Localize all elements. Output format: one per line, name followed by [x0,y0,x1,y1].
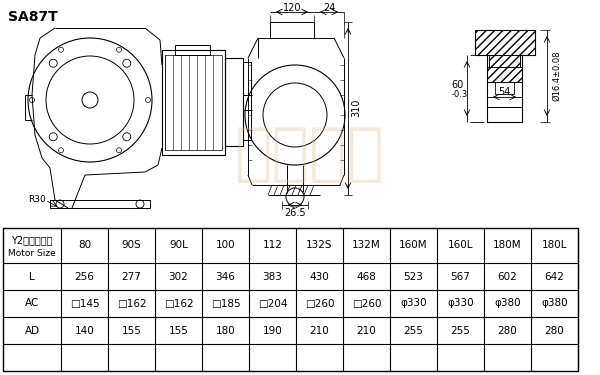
Text: 160L: 160L [448,240,473,250]
Text: φ330: φ330 [400,298,427,309]
Text: 256: 256 [74,272,94,282]
Text: 302: 302 [169,272,188,282]
Text: 60: 60 [451,81,463,90]
Bar [475,30,535,55]
Bar [3,228,578,371]
Text: Motor Size: Motor Size [8,249,56,258]
Text: 80: 80 [78,240,91,250]
Text: R30: R30 [28,195,46,204]
Text: □260: □260 [352,298,381,309]
Text: φ330: φ330 [447,298,474,309]
Text: AC: AC [25,298,39,309]
Bar [487,82,522,107]
Bar [489,55,520,67]
Text: Y2电机机座号: Y2电机机座号 [11,235,53,245]
Text: □185: □185 [211,298,241,309]
Bar [50,200,150,208]
Text: 602: 602 [497,272,517,282]
Text: 160M: 160M [399,240,428,250]
Bar [495,82,514,94]
Text: □162: □162 [116,298,146,309]
Text: 90L: 90L [169,240,188,250]
Text: 24: 24 [323,3,335,13]
Bar [165,55,222,150]
Text: 100: 100 [215,240,235,250]
Text: L: L [29,272,35,282]
Text: 140: 140 [74,326,94,336]
Text: □260: □260 [305,298,334,309]
Text: 567: 567 [451,272,470,282]
Text: 255: 255 [451,326,470,336]
Text: 280: 280 [545,326,565,336]
Text: 132M: 132M [352,240,381,250]
Bar [487,107,522,122]
Text: □145: □145 [70,298,100,309]
Text: 120: 120 [283,3,301,13]
Bar [225,58,243,146]
Text: □162: □162 [164,298,193,309]
Bar [243,62,251,140]
Text: 277: 277 [122,272,142,282]
Text: 54: 54 [498,87,510,97]
Text: SA87T: SA87T [8,10,58,24]
Bar [162,50,225,155]
Bar [175,45,210,55]
Text: 180L: 180L [542,240,567,250]
Text: 112: 112 [263,240,283,250]
Text: 468: 468 [356,272,376,282]
Text: Ø16.4±0.08: Ø16.4±0.08 [553,51,562,101]
Text: 210: 210 [310,326,329,336]
Text: 90S: 90S [122,240,142,250]
Text: 132S: 132S [306,240,333,250]
Text: 310: 310 [351,99,361,117]
Text: -0.3: -0.3 [452,90,468,99]
Text: 346: 346 [215,272,235,282]
Text: 280: 280 [497,326,517,336]
Text: 三桂时代: 三桂时代 [235,125,385,185]
Text: 190: 190 [263,326,283,336]
Text: φ380: φ380 [494,298,521,309]
Text: 383: 383 [263,272,283,282]
Bar [487,67,522,82]
Text: AD: AD [25,326,40,336]
Text: □204: □204 [258,298,287,309]
Text: 430: 430 [310,272,329,282]
Text: 523: 523 [404,272,424,282]
Text: 210: 210 [356,326,376,336]
Text: 255: 255 [404,326,424,336]
Text: 155: 155 [122,326,142,336]
Text: 155: 155 [169,326,188,336]
Text: 180M: 180M [493,240,522,250]
Text: 26.5: 26.5 [284,208,306,218]
Text: 642: 642 [545,272,565,282]
Text: φ380: φ380 [541,298,568,309]
Text: 180: 180 [215,326,235,336]
